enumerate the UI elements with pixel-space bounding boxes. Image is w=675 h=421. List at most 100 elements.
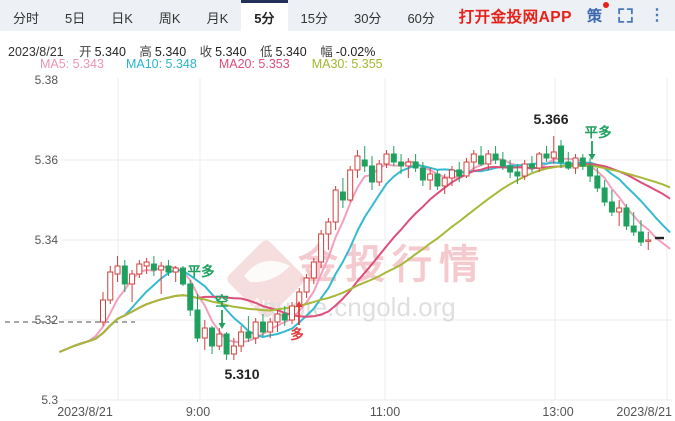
close-long-label-right: 平多 bbox=[585, 124, 613, 140]
x-axis-label: 2023/8/21 bbox=[616, 405, 672, 419]
candle-up bbox=[521, 163, 528, 177]
candle-down bbox=[339, 191, 346, 201]
candle-up bbox=[376, 163, 383, 183]
ma-legend-item-0: MA5: 5.343 bbox=[40, 57, 104, 71]
candle-up bbox=[172, 267, 179, 273]
close-label: 收 bbox=[199, 45, 213, 59]
candle-down bbox=[630, 225, 637, 233]
candle-down bbox=[499, 159, 506, 167]
tab-period-4[interactable]: 月K bbox=[206, 10, 229, 26]
candle-down bbox=[179, 267, 186, 285]
candle-up bbox=[303, 277, 310, 293]
candle-down bbox=[165, 265, 172, 273]
x-axis-label: 2023/8/21 bbox=[57, 405, 113, 419]
open-value: 5.340 bbox=[94, 45, 126, 59]
candle-down bbox=[514, 171, 521, 177]
high-price-label: 5.366 bbox=[533, 111, 568, 127]
candle-up bbox=[129, 273, 136, 285]
candle-up bbox=[470, 153, 477, 163]
candle-down bbox=[368, 165, 375, 183]
candle-up bbox=[158, 265, 165, 271]
candle-up bbox=[267, 321, 274, 333]
candle-up bbox=[347, 169, 354, 201]
candle-up bbox=[201, 327, 208, 339]
fullscreen-icon[interactable] bbox=[617, 7, 634, 24]
candle-down bbox=[558, 145, 565, 163]
low-label: 低 bbox=[259, 45, 273, 59]
candle-up bbox=[325, 221, 332, 235]
quote-date: 2023/8/21 bbox=[8, 45, 64, 59]
candle-up bbox=[550, 151, 557, 159]
candle-up bbox=[645, 239, 652, 242]
watermark-brand: 金投行情 bbox=[297, 242, 486, 287]
candle-up bbox=[100, 299, 106, 323]
candle-up bbox=[289, 305, 296, 321]
candle-down bbox=[608, 201, 615, 213]
high-value: 5.340 bbox=[154, 45, 187, 59]
candle-down bbox=[187, 283, 194, 311]
tab-period-0[interactable]: 分时 bbox=[13, 10, 40, 26]
more-icon[interactable]: ⋮ bbox=[649, 6, 665, 24]
long-signal-arrow-head bbox=[295, 301, 303, 307]
tab-period-8[interactable]: 60分 bbox=[407, 10, 435, 26]
candle-down bbox=[478, 155, 485, 165]
tab-period-3[interactable]: 周K bbox=[158, 10, 181, 26]
candle-down bbox=[601, 187, 608, 203]
tab-period-2[interactable]: 日K bbox=[111, 10, 133, 26]
candle-down bbox=[259, 321, 266, 333]
candle-up bbox=[114, 265, 121, 275]
y-axis-label: 5.34 bbox=[35, 233, 59, 247]
x-axis-label: 13:00 bbox=[542, 405, 573, 419]
candle-down bbox=[281, 313, 288, 321]
candle-down bbox=[528, 163, 535, 169]
chart-area: 5.38 5.36 5.34 5.32 5.3 2023/8/21 9:00 11:00 13:… bbox=[0, 70, 675, 421]
candle-down bbox=[623, 207, 630, 227]
candle-down bbox=[507, 165, 514, 173]
candle-down bbox=[412, 161, 419, 169]
candle-down bbox=[209, 327, 216, 347]
y-axis-label: 5.38 bbox=[35, 73, 59, 87]
candle-down bbox=[121, 265, 128, 285]
tabbar-right-cluster: 打开金投网APP 策 ⋮ bbox=[459, 0, 675, 31]
ma-legend-item-3: MA30: 5.355 bbox=[311, 57, 383, 71]
candle-up bbox=[143, 261, 150, 267]
short-signal-arrow-head bbox=[218, 323, 226, 329]
short-signal-label: 空 bbox=[215, 293, 229, 309]
y-axis-label: 5.3 bbox=[41, 393, 58, 407]
candle-down bbox=[245, 331, 252, 339]
y-axis-label: 5.32 bbox=[35, 313, 59, 327]
watermark-logo-swoosh bbox=[244, 260, 290, 283]
candle-up bbox=[463, 161, 470, 177]
x-axis-label: 11:00 bbox=[370, 405, 400, 419]
candle-down bbox=[579, 157, 586, 167]
tab-period-7[interactable]: 30分 bbox=[353, 10, 382, 26]
candle-down bbox=[150, 263, 157, 271]
low-price-label: 5.310 bbox=[224, 366, 259, 382]
tab-period-6[interactable]: 15分 bbox=[300, 10, 328, 26]
candle-up bbox=[572, 157, 579, 169]
close-long-arrow-right-head bbox=[588, 154, 596, 160]
candle-up bbox=[354, 155, 361, 171]
candle-down bbox=[390, 153, 397, 163]
ma-legend-item-2: MA20: 5.353 bbox=[218, 57, 290, 71]
candle-down bbox=[637, 231, 644, 243]
candle-down bbox=[565, 161, 572, 169]
tab-period-5[interactable]: 5分 bbox=[241, 0, 288, 31]
close-value: 5.340 bbox=[215, 45, 247, 59]
notification-dot bbox=[603, 2, 609, 8]
x-axis-label: 9:00 bbox=[186, 405, 210, 419]
candle-up bbox=[136, 263, 143, 275]
tab-period-1[interactable]: 5日 bbox=[65, 10, 86, 26]
candle-up bbox=[536, 153, 543, 169]
candle-up bbox=[216, 333, 223, 347]
candle-up bbox=[383, 153, 390, 165]
high-label: 高 bbox=[139, 45, 152, 59]
period-tabbar: 分时 5日 日K 周K 月K 5分 15分 30分 60分 打开金投网APP 策 ⋮ bbox=[0, 0, 675, 31]
candle-up bbox=[238, 331, 245, 347]
candle-up bbox=[274, 313, 281, 323]
candle-down bbox=[434, 173, 441, 187]
strategy-button[interactable]: 策 bbox=[587, 2, 609, 26]
open-app-link[interactable]: 打开金投网APP bbox=[458, 8, 572, 26]
